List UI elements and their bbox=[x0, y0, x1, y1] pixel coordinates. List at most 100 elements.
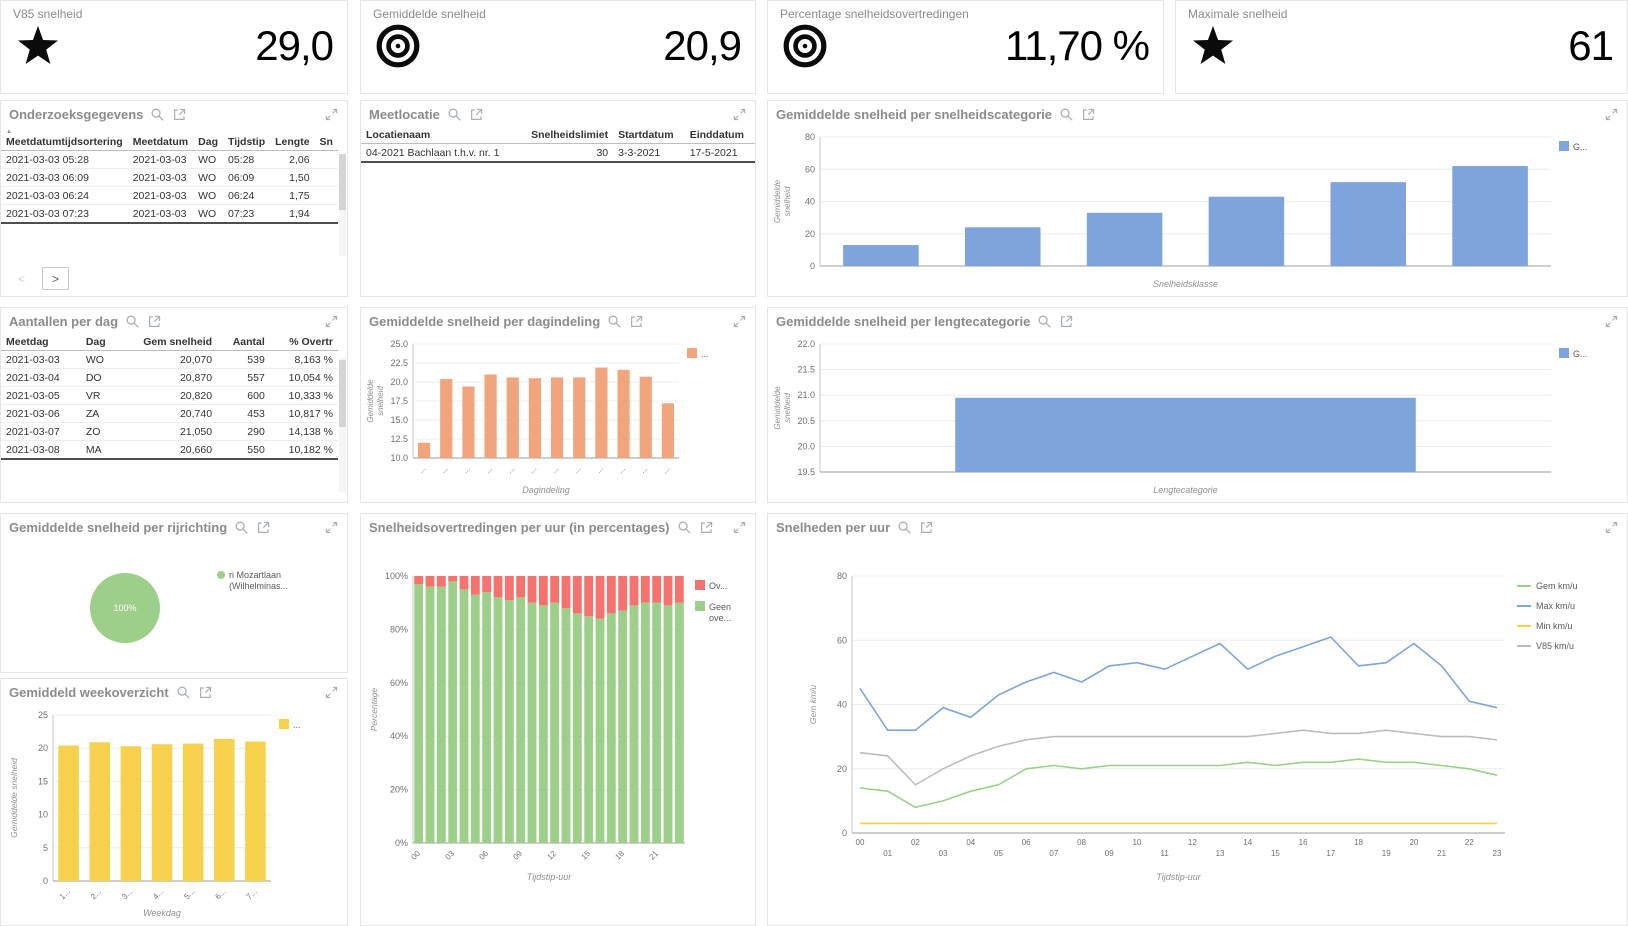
table-cell[interactable] bbox=[314, 168, 338, 187]
stacked-bar-chart-overtredingen[interactable]: 0% 20% 40% 60% 80% 100% Percentage Tijdstip-uur… bbox=[365, 568, 751, 883]
export-icon[interactable] bbox=[1081, 107, 1096, 122]
table-cell[interactable]: 10,182 % bbox=[269, 440, 338, 460]
bar[interactable] bbox=[214, 738, 235, 881]
table-cell[interactable]: 1,75 bbox=[270, 186, 315, 205]
bar-segment[interactable] bbox=[595, 618, 605, 843]
bar-segment[interactable] bbox=[527, 602, 537, 843]
bar-segment[interactable] bbox=[584, 616, 594, 843]
table-cell[interactable] bbox=[314, 186, 338, 205]
table-cell[interactable]: 2021-03-03 bbox=[127, 168, 194, 187]
table-cell[interactable]: 17-5-2021 bbox=[684, 143, 755, 163]
table-cell[interactable]: 1,94 bbox=[270, 204, 315, 224]
column-header[interactable]: Einddatum bbox=[684, 127, 755, 144]
table-cell[interactable]: 2021-03-03 bbox=[127, 186, 194, 205]
export-icon[interactable] bbox=[629, 314, 644, 329]
bar[interactable] bbox=[1086, 212, 1163, 266]
table-cell[interactable]: 20,870 bbox=[118, 368, 218, 387]
bar-segment[interactable] bbox=[504, 600, 514, 843]
expand-icon[interactable] bbox=[1604, 314, 1619, 329]
bar[interactable] bbox=[58, 745, 79, 881]
export-icon[interactable] bbox=[469, 107, 484, 122]
table-row[interactable]: 2021-03-03 06:24 2021-03-03 WO 06:24 1,75 bbox=[1, 186, 338, 205]
table-cell[interactable]: ZA bbox=[80, 404, 119, 423]
table-cell[interactable]: 453 bbox=[217, 404, 270, 423]
table-cell[interactable]: 2021-03-08 bbox=[1, 440, 81, 460]
table-cell[interactable]: 2021-03-04 bbox=[1, 368, 81, 387]
vertical-scrollbar[interactable] bbox=[339, 154, 346, 256]
expand-icon[interactable] bbox=[1604, 520, 1619, 535]
bar-segment[interactable] bbox=[595, 576, 605, 619]
next-page-button[interactable]: > bbox=[42, 267, 69, 290]
table-row[interactable]: 2021-03-03 07:23 2021-03-03 WO 07:23 1,94 bbox=[1, 204, 338, 224]
column-header[interactable]: Locatienaam bbox=[361, 127, 518, 144]
table-row[interactable]: 2021-03-08 MA 20,660 550 10,182 % bbox=[1, 440, 338, 460]
column-header[interactable]: Dag bbox=[80, 334, 119, 351]
bar[interactable] bbox=[89, 742, 110, 881]
bar-segment[interactable] bbox=[572, 576, 582, 614]
bar-segment[interactable] bbox=[629, 605, 639, 843]
search-icon[interactable] bbox=[1037, 314, 1052, 329]
bar-segment[interactable] bbox=[550, 576, 560, 603]
bar-segment[interactable] bbox=[561, 576, 571, 609]
table-cell[interactable]: 20,740 bbox=[118, 404, 218, 423]
bar[interactable] bbox=[245, 741, 266, 881]
search-icon[interactable] bbox=[897, 520, 912, 535]
table-cell[interactable]: 557 bbox=[217, 368, 270, 387]
table-cell[interactable]: WO bbox=[193, 168, 223, 187]
bar-segment[interactable] bbox=[448, 576, 458, 582]
bar-segment[interactable] bbox=[414, 576, 424, 585]
bar-segment[interactable] bbox=[538, 605, 548, 843]
bar-segment[interactable] bbox=[663, 576, 673, 606]
bar-segment[interactable] bbox=[459, 576, 469, 590]
bar-chart-lengtecategorie[interactable]: 19.5 20.0 20.5 21.0 21.5 22.0 Gemiddelde snelhe… bbox=[772, 336, 1623, 496]
table-cell[interactable]: 2021-03-07 bbox=[1, 422, 81, 441]
bar[interactable] bbox=[120, 746, 142, 881]
bar-segment[interactable] bbox=[674, 602, 684, 843]
column-header[interactable]: Lengte bbox=[270, 127, 315, 151]
bar[interactable] bbox=[484, 374, 497, 458]
bar-segment[interactable] bbox=[584, 576, 594, 617]
bar-segment[interactable] bbox=[606, 576, 616, 614]
search-icon[interactable] bbox=[125, 314, 140, 329]
bar-segment[interactable] bbox=[527, 576, 537, 603]
table-cell[interactable]: WO bbox=[80, 350, 119, 369]
bar-segment[interactable] bbox=[629, 576, 639, 606]
expand-icon[interactable] bbox=[324, 685, 339, 700]
column-header[interactable]: Tijdstip bbox=[222, 127, 271, 151]
bar-chart-snelheidscategorie[interactable]: 0 20 40 60 80 Gemiddelde snelheid Snelheidsklas… bbox=[772, 129, 1623, 290]
table-row[interactable]: 2021-03-07 ZO 21,050 290 14,138 % bbox=[1, 422, 338, 441]
search-icon[interactable] bbox=[447, 107, 462, 122]
table-cell[interactable]: 20,660 bbox=[118, 440, 218, 460]
table-cell[interactable]: 14,138 % bbox=[269, 422, 338, 441]
table-cell[interactable]: 2021-03-03 07:23 bbox=[1, 204, 128, 224]
bar-segment[interactable] bbox=[459, 589, 469, 843]
table-row[interactable]: 2021-03-05 VR 20,820 600 10,333 % bbox=[1, 386, 338, 405]
table-cell[interactable] bbox=[314, 150, 338, 169]
column-header[interactable]: Meetdag bbox=[1, 334, 81, 351]
bar[interactable] bbox=[639, 376, 652, 458]
bar-segment[interactable] bbox=[414, 584, 424, 843]
table-cell[interactable]: WO bbox=[193, 150, 223, 169]
table-cell[interactable]: 2021-03-03 bbox=[127, 150, 194, 169]
bar[interactable] bbox=[617, 369, 630, 458]
bar-chart-weekoverzicht[interactable]: 0 5 10 15 20 25 Gemiddelde snelheid Weekdag 1...… bbox=[5, 707, 343, 919]
table-cell[interactable]: WO bbox=[193, 186, 223, 205]
table-cell[interactable]: 30 bbox=[517, 143, 614, 163]
search-icon[interactable] bbox=[607, 314, 622, 329]
bar[interactable] bbox=[964, 227, 1041, 266]
bar[interactable] bbox=[528, 378, 542, 458]
export-icon[interactable] bbox=[172, 107, 187, 122]
bar-segment[interactable] bbox=[425, 586, 435, 843]
export-icon[interactable] bbox=[919, 520, 934, 535]
line-series[interactable] bbox=[859, 636, 1498, 731]
table-cell[interactable]: MA bbox=[80, 440, 119, 460]
bar[interactable] bbox=[151, 744, 173, 881]
table-cell[interactable]: 10,817 % bbox=[269, 404, 338, 423]
column-header[interactable]: Gem snelheid bbox=[118, 334, 218, 351]
pie-chart-rijrichting[interactable]: 100% ri Mozartlaan (Wilhelminas... bbox=[5, 542, 343, 666]
table-cell[interactable]: DO bbox=[80, 368, 119, 387]
export-icon[interactable] bbox=[256, 520, 271, 535]
search-icon[interactable] bbox=[677, 520, 692, 535]
table-cell[interactable]: 20,820 bbox=[118, 386, 218, 405]
bar-segment[interactable] bbox=[561, 608, 571, 843]
